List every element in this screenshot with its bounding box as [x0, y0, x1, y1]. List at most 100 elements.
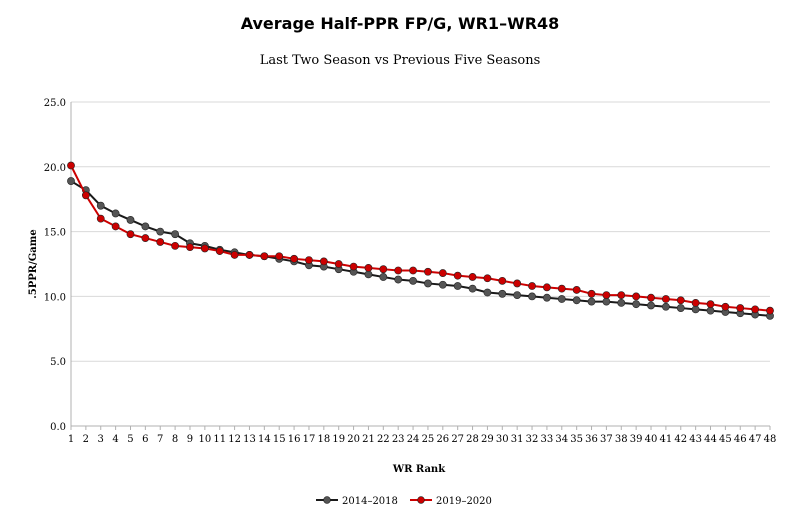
data-point	[602, 291, 611, 300]
data-point	[528, 282, 536, 290]
x-tick-labels: 1 2 3 4 5 6 7 8 9 10 11 12 13 14 15 16 17 18 19 20 21 22 23 24 2…	[68, 434, 777, 445]
data-point	[141, 234, 150, 242]
x-tick-label: 7	[157, 434, 163, 445]
y-tick-label: 15.0	[44, 228, 66, 239]
y-tick-label: 5.0	[50, 357, 66, 368]
data-point	[379, 273, 388, 281]
data-point	[543, 293, 551, 302]
data-point	[290, 254, 298, 263]
x-tick-label: 10	[198, 434, 211, 445]
y-axis-title: .5PPR/Game	[28, 229, 39, 298]
data-point	[751, 305, 760, 314]
data-point	[67, 161, 75, 170]
data-point	[468, 273, 477, 281]
data-point	[215, 247, 224, 255]
data-point	[736, 304, 745, 312]
x-tick-label: 12	[228, 434, 241, 445]
series-2	[67, 161, 774, 315]
data-point	[379, 265, 388, 274]
legend-marker	[417, 496, 425, 504]
x-tick-label: 22	[377, 434, 390, 445]
data-point	[126, 216, 135, 224]
x-tick-label: 31	[511, 434, 524, 445]
legend-label: 2019–2020	[436, 496, 492, 507]
data-point	[557, 284, 566, 293]
x-tick-label: 25	[422, 434, 435, 445]
x-tick-label: 46	[734, 434, 747, 445]
x-tick-label: 5	[127, 434, 133, 445]
data-point	[587, 297, 596, 306]
data-point	[364, 270, 373, 279]
x-tick-label: 26	[436, 434, 449, 445]
data-point	[483, 288, 492, 297]
x-tick-label: 13	[243, 434, 256, 445]
data-point	[200, 244, 209, 253]
data-point	[453, 271, 462, 280]
x-tick-label: 2	[83, 434, 89, 445]
x-tick-label: 43	[689, 434, 702, 445]
data-point	[572, 296, 581, 305]
x-tick-label: 42	[674, 434, 687, 445]
data-point	[587, 289, 596, 298]
y-tick-label: 10.0	[44, 292, 66, 303]
legend-label: 2014–2018	[342, 496, 398, 507]
x-tick-label: 48	[764, 434, 777, 445]
x-tick-label: 15	[273, 434, 286, 445]
data-point	[230, 251, 239, 259]
x-tick-label: 36	[585, 434, 598, 445]
x-tick-label: 4	[112, 434, 118, 445]
x-tick-label: 14	[258, 434, 271, 445]
x-tick-label: 41	[660, 434, 673, 445]
y-tick-label: 0.0	[50, 422, 66, 433]
x-tick-label: 21	[362, 434, 375, 445]
data-point	[543, 283, 551, 292]
data-point	[319, 257, 328, 266]
data-point	[706, 300, 715, 309]
data-point	[572, 286, 581, 294]
data-point	[81, 191, 90, 200]
data-point	[661, 302, 670, 311]
x-tick-label: 17	[303, 434, 316, 445]
data-point	[111, 209, 120, 218]
data-point	[721, 302, 730, 311]
data-point	[305, 256, 313, 265]
data-point	[156, 227, 165, 236]
chart-title: Average Half-PPR FP/G, WR1–WR48	[240, 14, 560, 33]
data-point	[498, 289, 507, 298]
data-point	[171, 230, 180, 239]
x-tick-label: 8	[172, 434, 178, 445]
x-tick-label: 16	[288, 434, 301, 445]
data-point	[245, 251, 254, 259]
data-point	[334, 260, 343, 268]
data-point	[691, 298, 700, 307]
data-point	[409, 266, 417, 275]
series-1	[67, 177, 774, 320]
data-point	[438, 280, 447, 289]
x-tick-label: 27	[451, 434, 464, 445]
series-line	[70, 165, 771, 312]
data-point	[275, 252, 284, 261]
data-point	[141, 222, 150, 231]
x-tick-label: 34	[555, 434, 568, 445]
x-tick-label: 9	[187, 434, 193, 445]
data-point	[676, 304, 685, 312]
x-tick-label: 45	[719, 434, 732, 445]
x-tick-label: 3	[98, 434, 104, 445]
data-point	[424, 267, 432, 276]
data-point	[394, 275, 403, 284]
legend: 2014–2018 2019–2020	[316, 496, 492, 507]
data-point	[647, 301, 655, 310]
x-tick-label: 18	[317, 434, 330, 445]
data-point	[617, 298, 626, 307]
data-point	[498, 276, 507, 285]
data-point	[260, 252, 269, 261]
x-tick-label: 11	[213, 434, 226, 445]
data-point	[453, 282, 462, 290]
data-point	[483, 274, 492, 283]
data-point	[364, 263, 373, 272]
x-tick-label: 39	[630, 434, 643, 445]
data-point	[438, 269, 447, 277]
x-tick-label: 32	[526, 434, 539, 445]
data-point	[513, 279, 522, 288]
